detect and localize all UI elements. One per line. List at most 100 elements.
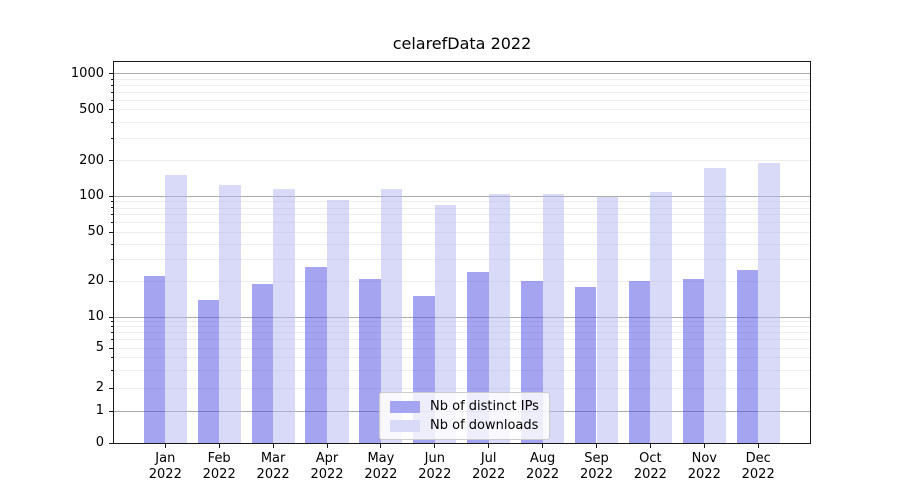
y-minor-tick-mark [110,91,113,93]
x-tick-mark [218,444,220,448]
gridline-minor [114,326,810,328]
y-tick-label: 50 [87,224,104,240]
x-tick-year: 2022 [579,467,614,482]
bar-nb-of-downloads-jan [165,174,187,443]
x-tick-mark [434,444,436,448]
x-tick-mark [272,444,274,448]
legend-swatch-distinct-ips [390,400,420,413]
y-tick-mark [109,231,113,233]
legend-label-distinct-ips: Nb of distinct IPs [430,399,539,414]
gridline-major [114,195,810,197]
y-tick-mark [109,160,113,162]
bar-nb-of-downloads-dec [758,163,780,443]
y-minor-tick-mark [110,357,113,359]
x-tick-month: Feb [207,451,231,466]
x-tick-year: 2022 [310,467,344,482]
chart-title: celarefData 2022 [392,34,532,53]
y-minor-tick-mark [110,243,113,245]
gridline-minor [114,259,810,261]
y-minor-tick-mark [110,222,113,224]
y-minor-tick-mark [110,259,113,261]
y-tick-mark [109,316,113,318]
gridline-minor [114,201,810,203]
x-tick-label: Jul 2022 [454,451,524,483]
gridline-major [114,316,810,318]
y-tick-mark [109,442,113,444]
x-tick-year: 2022 [256,467,290,482]
x-tick-label: Nov 2022 [669,451,739,483]
bar-nb-of-downloads-nov [704,167,726,443]
bar-nb-of-downloads-jul [488,193,511,443]
bar-nb-of-downloads-apr [327,199,349,443]
gridline-minor [114,347,810,349]
gridline-minor [114,339,810,341]
y-tick-mark [109,280,113,282]
x-tick-year: 2022 [472,467,506,482]
x-tick-year: 2022 [202,467,236,482]
x-tick-label: Apr 2022 [292,451,362,483]
y-minor-tick-mark [110,78,113,80]
y-minor-tick-mark [110,214,113,216]
bar-nb-of-downloads-oct [650,191,672,443]
x-tick-month: Oct [639,451,662,466]
y-tick-mark [109,410,113,412]
bar-nb-of-downloads-may [380,189,403,443]
x-tick-month: Nov [691,451,717,466]
gridline-minor [114,387,810,389]
gridline-minor [114,78,810,80]
x-tick-mark [703,444,705,448]
legend-item-downloads: Nb of downloads [390,418,539,433]
bar-nb-of-distinct-ips-apr [305,267,327,443]
legend-swatch-downloads [390,419,420,432]
y-minor-tick-mark [110,332,113,334]
x-tick-label: Aug 2022 [508,451,578,483]
x-tick-month: Jun [424,451,445,466]
x-tick-year: 2022 [364,467,398,482]
legend-label-downloads: Nb of downloads [430,418,539,433]
x-tick-year: 2022 [526,467,560,482]
x-tick-month: Jul [480,451,497,466]
x-tick-mark [649,444,651,448]
x-tick-month: Mar [260,451,286,466]
gridline-minor [114,109,810,111]
gridline-minor [114,321,810,323]
gridline-minor [114,121,810,123]
x-tick-year: 2022 [687,467,721,482]
y-minor-tick-mark [110,207,113,209]
bar-nb-of-downloads-sep [596,197,619,443]
y-tick-label: 0 [95,435,104,450]
y-tick-label: 10 [87,309,104,324]
plot-area: Nb of distinct IPs Nb of downloads [113,61,811,444]
bar-nb-of-downloads-mar [273,189,295,443]
y-minor-tick-mark [110,137,113,139]
gridline-minor [114,243,810,245]
bar-nb-of-distinct-ips-sep [574,286,597,443]
bar-nb-of-downloads-jun [434,204,457,443]
y-tick-mark [109,195,113,197]
x-tick-label: Sep 2022 [562,451,632,483]
x-tick-mark [380,444,382,448]
gridline-minor [114,207,810,209]
y-tick-label: 100 [79,188,104,204]
x-tick-mark [757,444,759,448]
y-minor-tick-mark [110,201,113,203]
x-tick-year: 2022 [418,467,452,482]
gridline-minor [114,214,810,216]
gridline-minor [114,231,810,233]
bar-nb-of-distinct-ips-nov [682,278,705,443]
gridline-minor [114,332,810,334]
gridline-minor [114,160,810,162]
x-tick-month: Aug [529,451,556,466]
bar-nb-of-distinct-ips-jan [143,276,166,443]
gridline-major [114,73,810,75]
gridline-minor [114,369,810,371]
y-tick-label: 5 [95,340,104,355]
y-tick-label: 1 [95,403,104,419]
y-tick-label: 2 [95,380,104,395]
x-tick-label: Jan 2022 [130,451,200,483]
x-tick-month: May [367,451,395,466]
gridline-minor [114,137,810,139]
y-tick-mark [109,109,113,111]
x-tick-label: Jun 2022 [400,451,470,483]
